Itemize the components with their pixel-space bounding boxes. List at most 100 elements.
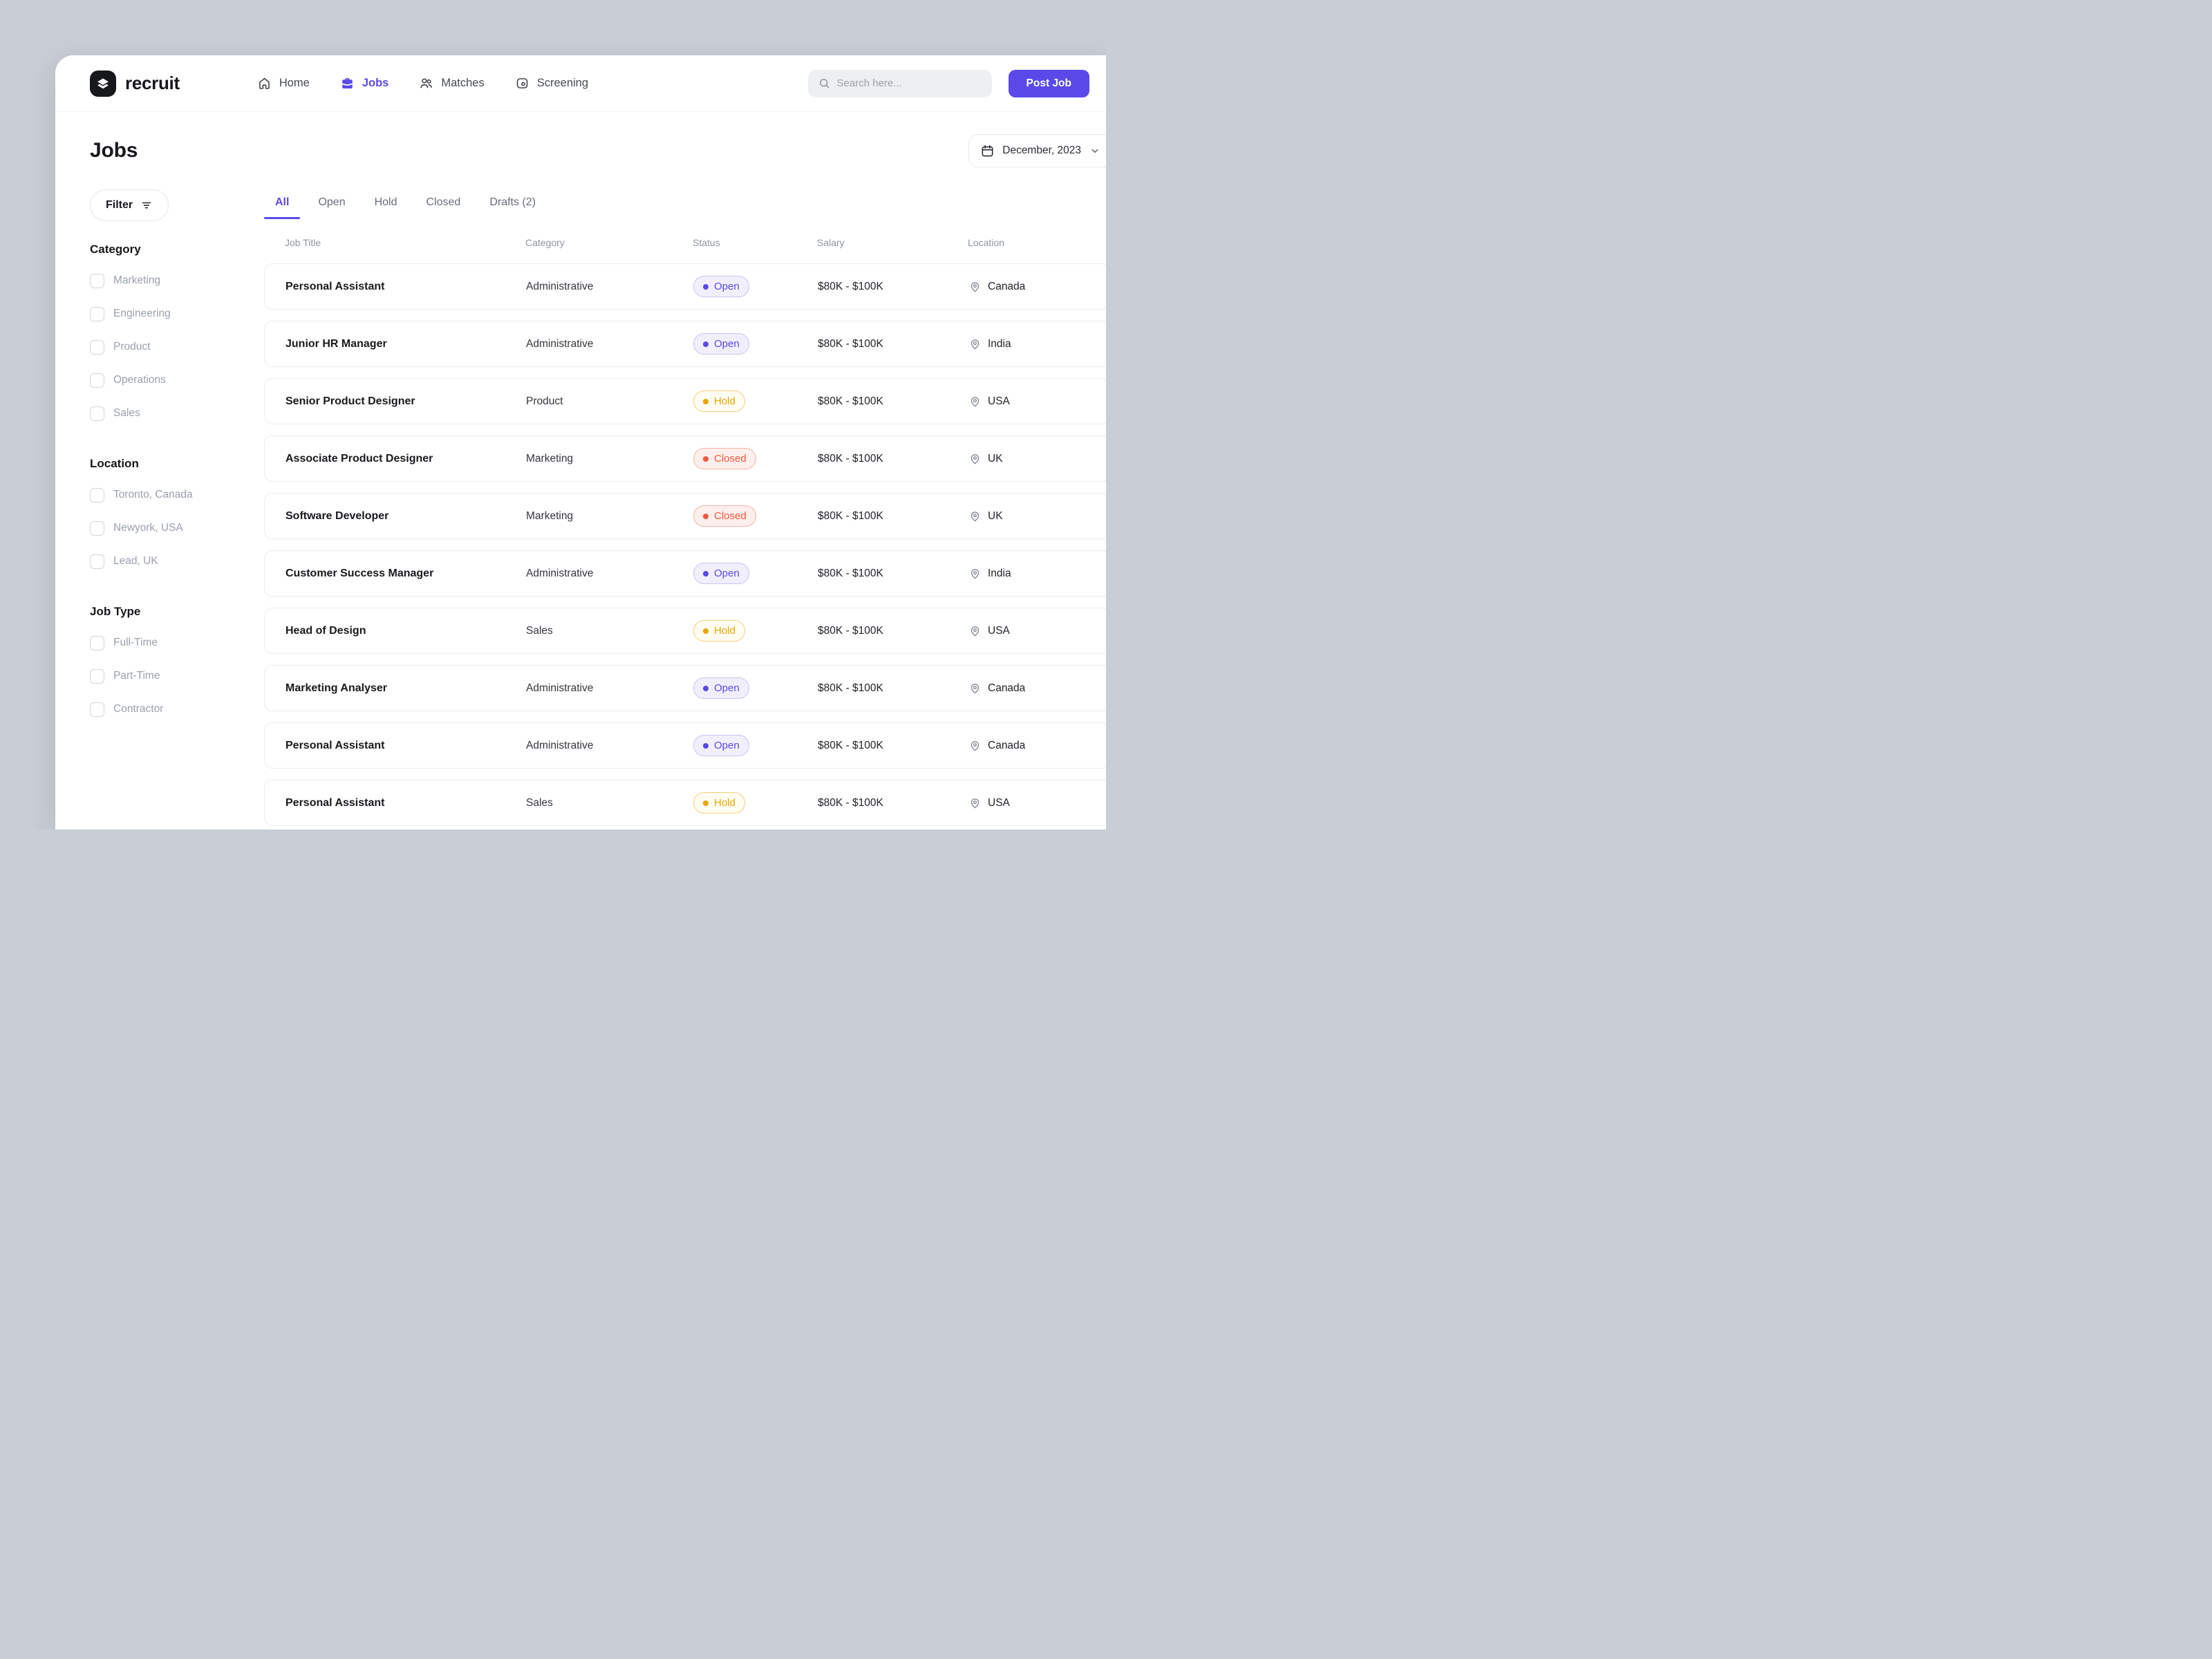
job-salary: $80K - $100K xyxy=(818,452,883,465)
checkbox[interactable] xyxy=(90,373,104,388)
filter-option[interactable]: Product xyxy=(90,330,264,364)
job-category: Administrative xyxy=(526,280,594,292)
map-pin-icon xyxy=(968,509,982,523)
checkbox[interactable] xyxy=(90,521,104,536)
map-pin-icon xyxy=(968,682,982,695)
job-status: Closed xyxy=(693,505,818,527)
filter-options: Toronto, Canada Newyork, USA Lead, UK xyxy=(90,478,264,578)
map-pin-icon xyxy=(968,395,982,408)
post-job-button[interactable]: Post Job xyxy=(1008,69,1089,97)
page-head: Jobs December, 2023 xyxy=(90,134,1106,167)
table-row[interactable]: Personal Assistant Administrative Open $… xyxy=(264,722,1106,769)
nav-item-home[interactable]: Home xyxy=(257,76,310,91)
table-row[interactable]: Customer Success Manager Administrative … xyxy=(264,550,1106,597)
jobs-table: Personal Assistant Administrative Open $… xyxy=(264,263,1106,826)
filter-option[interactable]: Operations xyxy=(90,364,264,397)
job-location: USA xyxy=(968,624,1106,637)
table-row[interactable]: Senior Product Designer Product Hold $80… xyxy=(264,378,1106,424)
search-bar[interactable] xyxy=(807,69,992,97)
filter-option[interactable]: Part-Time xyxy=(90,659,264,693)
status-dot xyxy=(703,398,709,404)
status-tabs: All Open Hold Closed Drafts (2) xyxy=(263,189,1106,219)
checkbox[interactable] xyxy=(90,635,104,650)
status-label: Closed xyxy=(714,510,747,522)
body-grid: Filter Category Marketing Engineering Pr… xyxy=(90,189,1106,830)
date-selector[interactable]: December, 2023 xyxy=(968,134,1106,167)
tab-drafts-2[interactable]: Drafts (2) xyxy=(489,196,536,209)
job-category: Marketing xyxy=(526,452,574,465)
nav-item-jobs[interactable]: Jobs xyxy=(340,76,388,91)
job-category: Sales xyxy=(526,624,553,637)
status-dot xyxy=(703,800,709,806)
filter-button[interactable]: Filter xyxy=(90,189,169,221)
job-status: Hold xyxy=(693,391,818,412)
checkbox[interactable] xyxy=(90,702,104,717)
filter-button-label: Filter xyxy=(106,199,133,211)
status-dot xyxy=(703,283,709,290)
status-dot xyxy=(703,570,709,577)
table-row[interactable]: Associate Product Designer Marketing Clo… xyxy=(264,435,1106,482)
job-location-label: UK xyxy=(988,509,1003,522)
job-status: Open xyxy=(693,276,818,297)
table-row[interactable]: Head of Design Sales Hold $80K - $100K U… xyxy=(264,608,1106,654)
tab-label: Open xyxy=(318,196,346,208)
job-location: India xyxy=(968,567,1106,580)
checkbox[interactable] xyxy=(90,273,104,288)
nav-item-matches[interactable]: Matches xyxy=(419,76,485,91)
brand[interactable]: recruit xyxy=(90,70,180,97)
tab-hold[interactable]: Hold xyxy=(375,196,397,209)
tab-all[interactable]: All xyxy=(263,196,301,219)
status-badge: Hold xyxy=(693,620,745,641)
nav-item-screening[interactable]: Screening xyxy=(515,76,588,91)
filter-option[interactable]: Full-Time xyxy=(90,626,264,659)
calendar-icon xyxy=(980,144,995,158)
status-badge: Closed xyxy=(693,505,756,527)
filter-option-label: Newyork, USA xyxy=(113,522,183,534)
filter-option-label: Engineering xyxy=(113,308,171,319)
search-input[interactable] xyxy=(836,77,982,89)
filter-option[interactable]: Engineering xyxy=(90,297,264,330)
job-status: Hold xyxy=(693,792,818,814)
status-badge: Open xyxy=(693,333,749,355)
job-location-label: India xyxy=(988,567,1011,579)
table-row[interactable]: Marketing Analyser Administrative Open $… xyxy=(264,665,1106,711)
filter-option[interactable]: Newyork, USA xyxy=(90,512,264,545)
checkbox[interactable] xyxy=(90,554,104,569)
filter-option[interactable]: Sales xyxy=(90,397,264,430)
job-category: Product xyxy=(526,395,563,407)
filter-groups: Category Marketing Engineering Product O… xyxy=(90,242,264,726)
status-badge: Hold xyxy=(693,792,745,814)
checkbox[interactable] xyxy=(90,487,104,503)
map-pin-icon xyxy=(968,624,982,637)
job-location: UK xyxy=(968,509,1106,523)
tab-label: Closed xyxy=(426,196,461,208)
filter-option-label: Toronto, Canada xyxy=(113,489,193,500)
checkbox[interactable] xyxy=(90,668,104,684)
checkbox[interactable] xyxy=(90,406,104,421)
checkbox[interactable] xyxy=(90,339,104,355)
table-row[interactable]: Personal Assistant Administrative Open $… xyxy=(264,263,1106,310)
nav-item-label: Matches xyxy=(441,77,485,89)
filter-options: Marketing Engineering Product Operations… xyxy=(90,264,264,430)
table-row[interactable]: Software Developer Marketing Closed $80K… xyxy=(264,493,1106,539)
filter-option[interactable]: Marketing xyxy=(90,264,264,297)
nav-item-label: Home xyxy=(279,77,310,89)
table-row[interactable]: Junior HR Manager Administrative Open $8… xyxy=(264,321,1106,367)
search-icon xyxy=(818,77,831,90)
tab-label: Hold xyxy=(374,196,397,208)
filter-option[interactable]: Contractor xyxy=(90,693,264,726)
page-title: Jobs xyxy=(90,139,138,162)
filter-option[interactable]: Toronto, Canada xyxy=(90,478,264,512)
map-pin-icon xyxy=(968,452,982,465)
job-salary: $80K - $100K xyxy=(818,624,883,637)
tab-open[interactable]: Open xyxy=(318,196,345,209)
job-location-label: USA xyxy=(988,796,1010,809)
job-title: Marketing Analyser xyxy=(285,682,388,694)
status-label: Open xyxy=(714,568,740,579)
map-pin-icon xyxy=(968,280,982,293)
filter-option[interactable]: Lead, UK xyxy=(90,545,264,578)
tab-closed[interactable]: Closed xyxy=(427,196,461,209)
checkbox[interactable] xyxy=(90,306,104,321)
briefcase-icon xyxy=(340,76,355,91)
table-row[interactable]: Personal Assistant Sales Hold $80K - $10… xyxy=(264,780,1106,826)
